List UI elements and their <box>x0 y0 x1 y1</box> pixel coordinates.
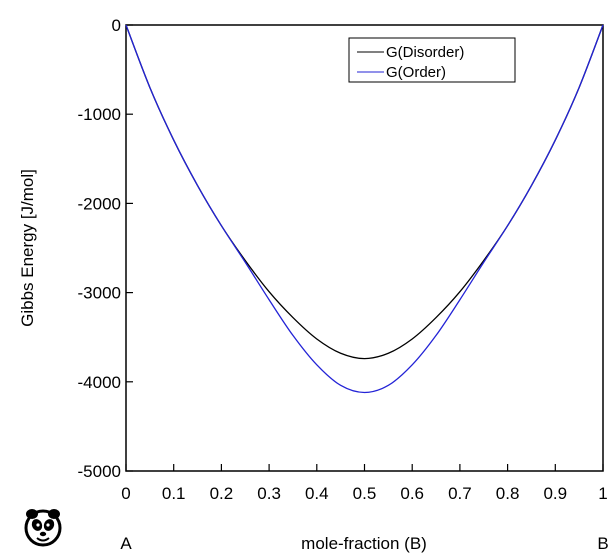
x-tick-label: 0.7 <box>448 484 472 503</box>
y-tick-label: -4000 <box>78 373 121 392</box>
y-tick-label: -3000 <box>78 284 121 303</box>
x-ticks: 0 0.1 0.2 0.3 0.4 0.5 0.6 0.7 0.8 0.9 1 <box>121 464 608 503</box>
y-tick-label: -2000 <box>78 194 121 213</box>
x-tick-label: 0.2 <box>210 484 234 503</box>
legend-box <box>348 37 516 83</box>
series-line-order <box>125 24 604 394</box>
panda-logo-icon <box>24 509 62 547</box>
x-axis-title: mole-fraction (B) <box>301 534 427 553</box>
x-tick-label: 0.5 <box>353 484 377 503</box>
x-tick-label: 0.6 <box>400 484 424 503</box>
x-tick-label: 1 <box>598 484 607 503</box>
series-lines <box>125 24 604 394</box>
x-tick-label: 0.4 <box>305 484 329 503</box>
x-tick-label: 0.3 <box>257 484 281 503</box>
x-end-label-a: A <box>120 534 132 553</box>
y-ticks: 0 -1000 -2000 -3000 -4000 -5000 <box>78 16 133 481</box>
x-tick-label: 0 <box>121 484 130 503</box>
y-tick-label: 0 <box>112 16 121 35</box>
x-tick-label: 0.9 <box>543 484 567 503</box>
x-end-label-b: B <box>597 534 608 553</box>
y-tick-label: -5000 <box>78 462 121 481</box>
legend: G(Disorder) G(Order) <box>348 37 516 83</box>
x-tick-label: 0.1 <box>162 484 186 503</box>
legend-label-order: G(Order) <box>386 64 446 81</box>
y-tick-label: -1000 <box>78 105 121 124</box>
x-tick-label: 0.8 <box>496 484 520 503</box>
y-axis-title: Gibbs Energy [J/mol] <box>18 169 37 327</box>
legend-label-disorder: G(Disorder) <box>386 44 464 61</box>
